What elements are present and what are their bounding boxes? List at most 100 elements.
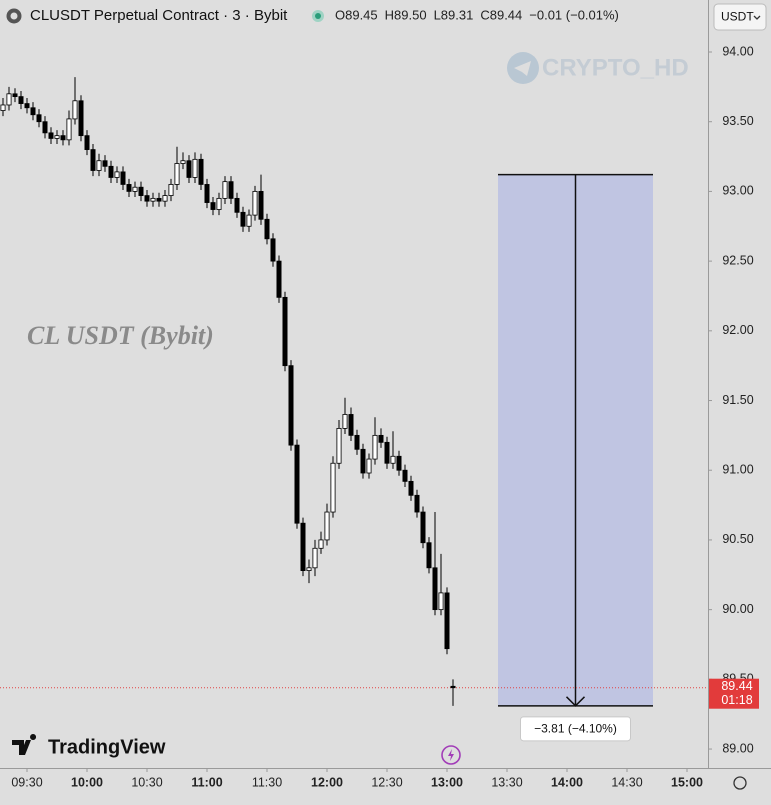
candle-body xyxy=(24,103,30,109)
candle-body xyxy=(66,118,72,141)
candle-body xyxy=(306,567,312,571)
candle-body xyxy=(408,480,414,496)
y-tick-label: 89.00 xyxy=(722,741,753,755)
x-tick-label: 09:30 xyxy=(11,775,42,789)
candle-body xyxy=(378,434,384,443)
candle-body xyxy=(204,184,210,203)
countdown-label: 01:18 xyxy=(721,693,752,707)
candle-body xyxy=(384,441,390,464)
ohlc-value: −0.01 (−0.01%) xyxy=(529,7,619,22)
lightning-icon[interactable] xyxy=(441,745,461,765)
y-tick-label: 92.00 xyxy=(722,323,753,337)
candle-body xyxy=(426,542,432,569)
candle-body xyxy=(84,135,90,150)
plot-area: −3.81 (−4.10%) xyxy=(0,77,708,742)
y-tick-label: 91.50 xyxy=(722,393,753,407)
candle-body xyxy=(156,197,162,202)
candle-body xyxy=(282,296,288,367)
candle-body xyxy=(348,414,354,436)
x-tick-label: 14:00 xyxy=(551,775,583,789)
candle-body xyxy=(234,197,240,213)
candle-body xyxy=(342,414,348,429)
candle-body xyxy=(228,181,234,199)
candle-body xyxy=(396,455,402,471)
candle-body xyxy=(186,160,192,178)
candle-body xyxy=(294,444,300,524)
y-tick-label: 93.50 xyxy=(722,114,753,128)
candle-body xyxy=(162,195,168,202)
measure-arrowhead xyxy=(565,696,586,707)
candle-body xyxy=(102,160,108,167)
candle-body xyxy=(174,163,180,185)
candle-body xyxy=(60,135,66,141)
candle-body xyxy=(108,165,114,178)
candle-body xyxy=(432,567,438,611)
y-tick-label: 91.00 xyxy=(722,463,753,477)
measure-label-box xyxy=(520,716,631,742)
candle-body xyxy=(78,100,84,137)
candle-body xyxy=(192,158,198,178)
ohlc-value: C89.44 xyxy=(480,7,522,22)
candle-body xyxy=(132,186,138,192)
candle-body xyxy=(288,365,294,446)
candle-body xyxy=(210,202,216,210)
candle-body xyxy=(180,160,186,164)
candle-body xyxy=(222,181,228,199)
candle-body xyxy=(276,260,282,298)
candle-body xyxy=(240,211,246,227)
candle-body xyxy=(42,121,48,134)
brand-logo xyxy=(12,734,37,755)
candle-body xyxy=(420,511,426,544)
candle-body xyxy=(120,171,126,185)
candle-body xyxy=(450,685,456,689)
settings-button[interactable] xyxy=(733,776,747,790)
currency-button[interactable] xyxy=(713,3,767,31)
candle-body xyxy=(114,171,120,178)
x-tick-label: 11:00 xyxy=(191,775,222,789)
candle-body xyxy=(30,107,36,116)
last-price-label: 89.44 xyxy=(721,679,752,693)
lightning-bolt xyxy=(448,749,454,761)
candle-body xyxy=(36,114,42,123)
candle-body xyxy=(126,184,132,192)
y-tick-label: 93.00 xyxy=(722,184,753,198)
x-tick-label: 10:30 xyxy=(131,775,162,789)
ohlc-value: O89.45 xyxy=(335,7,378,22)
watermark: CRYPTO_HD xyxy=(542,54,689,81)
candle-body xyxy=(324,511,330,541)
ohlc-header: O89.45 H89.50 L89.31 C89.44 −0.01 (−0.01%) xyxy=(335,7,619,22)
candle-body xyxy=(198,158,204,185)
candle-body xyxy=(390,455,396,464)
candle-body xyxy=(366,458,372,474)
y-tick-label: 92.50 xyxy=(722,253,753,267)
candle-body xyxy=(48,132,54,139)
candle-body xyxy=(168,184,174,196)
annotation: CL USDT (Bybit) xyxy=(27,321,214,350)
candle-body xyxy=(252,191,258,216)
candle-body xyxy=(354,434,360,450)
candle-body xyxy=(414,494,420,513)
ohlc-value: H89.50 xyxy=(385,7,427,22)
x-tick-label: 13:30 xyxy=(491,775,522,789)
candle-body xyxy=(18,96,24,104)
currency-caret xyxy=(753,15,761,20)
candle-body xyxy=(0,104,6,111)
symbol-icon-inner xyxy=(10,12,18,20)
candle-body xyxy=(318,539,324,549)
ohlc-value: L89.31 xyxy=(434,7,474,22)
x-tick-label: 13:00 xyxy=(431,775,463,789)
x-tick-label: 15:00 xyxy=(671,775,703,789)
candle-body xyxy=(216,197,222,210)
candle-body xyxy=(246,214,252,227)
candle-body xyxy=(96,160,102,171)
candle-body xyxy=(6,93,12,106)
candle-body xyxy=(90,149,96,171)
status-dot xyxy=(315,13,321,19)
y-tick-label: 94.00 xyxy=(722,44,753,58)
candle-body xyxy=(402,469,408,482)
candle-body xyxy=(270,238,276,262)
currency-label[interactable]: USDT xyxy=(721,10,754,24)
